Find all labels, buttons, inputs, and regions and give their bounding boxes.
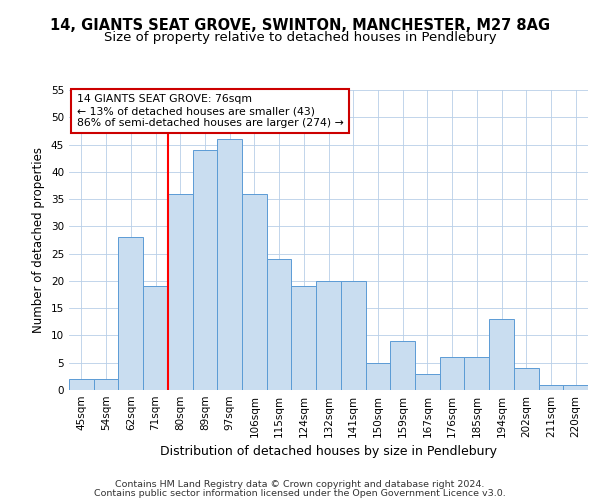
Bar xyxy=(193,150,217,390)
Y-axis label: Number of detached properties: Number of detached properties xyxy=(32,147,46,333)
Text: 14 GIANTS SEAT GROVE: 76sqm
← 13% of detached houses are smaller (43)
86% of sem: 14 GIANTS SEAT GROVE: 76sqm ← 13% of det… xyxy=(77,94,344,128)
Bar xyxy=(415,374,440,390)
Bar xyxy=(390,341,415,390)
Text: Contains public sector information licensed under the Open Government Licence v3: Contains public sector information licen… xyxy=(94,488,506,498)
Bar xyxy=(440,358,464,390)
Bar xyxy=(118,238,143,390)
Bar xyxy=(365,362,390,390)
Bar xyxy=(217,139,242,390)
Bar xyxy=(514,368,539,390)
Bar xyxy=(94,379,118,390)
Bar xyxy=(69,379,94,390)
Bar xyxy=(267,259,292,390)
Bar xyxy=(563,384,588,390)
Bar xyxy=(316,281,341,390)
Bar xyxy=(292,286,316,390)
Bar xyxy=(539,384,563,390)
X-axis label: Distribution of detached houses by size in Pendlebury: Distribution of detached houses by size … xyxy=(160,446,497,458)
Bar xyxy=(341,281,365,390)
Text: 14, GIANTS SEAT GROVE, SWINTON, MANCHESTER, M27 8AG: 14, GIANTS SEAT GROVE, SWINTON, MANCHEST… xyxy=(50,18,550,32)
Text: Contains HM Land Registry data © Crown copyright and database right 2024.: Contains HM Land Registry data © Crown c… xyxy=(115,480,485,489)
Bar xyxy=(168,194,193,390)
Bar xyxy=(489,319,514,390)
Bar xyxy=(143,286,168,390)
Text: Size of property relative to detached houses in Pendlebury: Size of property relative to detached ho… xyxy=(104,31,496,44)
Bar xyxy=(464,358,489,390)
Bar xyxy=(242,194,267,390)
